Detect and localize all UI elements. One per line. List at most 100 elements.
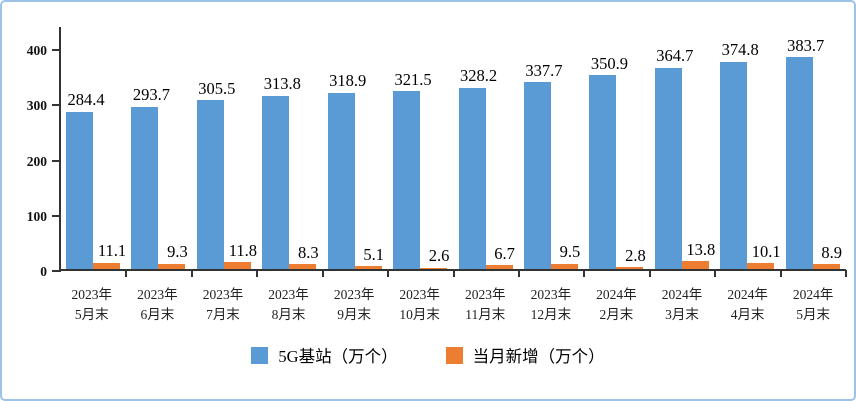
x-axis-tick [583,270,586,277]
bar-new [354,266,382,269]
bar-value-label: 9.3 [167,242,188,262]
bar-group: 374.8 10.1 [715,27,782,277]
y-axis-label: 100 [26,208,47,224]
bar-group: 305.5 11.8 [192,27,259,277]
bar-5g [393,91,421,269]
legend-swatch-5g [251,346,269,364]
bar-group: 318.9 5.1 [323,27,390,277]
bar-new [812,264,840,269]
x-axis-tick [256,270,259,277]
bar-group: 350.9 2.8 [584,27,651,277]
category-label: 2024年 2月末 [596,287,637,323]
y-axis-label: 200 [26,153,47,169]
bar-new [223,262,251,269]
bar-group: 293.7 9.3 [126,27,193,277]
bar-value-label: 2.8 [625,245,646,265]
bar-value-label: 5.1 [363,244,384,264]
bar-value-label: 337.7 [525,60,563,80]
category-label: 2023年 6月末 [137,287,178,323]
x-axis-tick [190,270,193,277]
bar-group: 313.8 8.3 [257,27,324,277]
x-axis-tick [648,270,651,277]
bar-value-label: 364.7 [656,46,694,66]
bar-value-label: 318.9 [329,71,367,91]
y-axis-tick [52,49,61,51]
bar-5g [654,67,682,269]
category-label: 2023年 11月末 [465,287,506,323]
bar-new [681,261,709,269]
x-axis-tick [452,270,455,277]
bar-value-label: 328.2 [459,66,498,86]
bar-value-label: 8.3 [297,242,319,262]
bar-new [485,265,513,269]
bar-value-label: 11.1 [97,241,127,261]
bar-value-label: 284.4 [67,90,105,110]
x-axis-tick [387,270,390,277]
category-label: 2023年 10月末 [399,287,440,323]
bar-new [550,263,578,269]
bar-new [420,267,448,269]
bar-value-label: 2.6 [428,246,450,266]
bar-value-label: 313.8 [263,74,301,94]
bar-new [616,267,644,269]
bar-group: 328.2 6.7 [454,27,520,277]
category-label: 2023年 9月末 [333,287,375,323]
bar-group: 337.7 9.5 [519,27,586,277]
bar-value-label: 350.9 [590,53,628,73]
bar-group: 364.7 13.8 [650,27,717,277]
bar-5g [720,61,748,269]
category-label: 2023年 8月末 [268,287,309,323]
y-axis-tick [52,159,61,162]
x-axis-tick [517,270,520,277]
bar-value-label: 10.1 [751,241,781,261]
bar-value-label: 8.9 [821,242,842,262]
bar-5g [262,95,290,269]
category-label: 2023年 5月末 [71,287,113,323]
x-axis-tick [714,270,717,277]
bar-group: 383.7 8.9 [781,27,848,277]
x-axis-tick [125,270,128,277]
category-label: 2023年 7月末 [202,287,244,323]
bar-5g [589,75,617,269]
legend-swatch-new [445,346,463,364]
category-label: 2023年 12月末 [530,287,572,323]
bar-new [93,262,120,269]
x-axis-tick [845,270,848,277]
bar-5g [131,106,159,269]
plot-area: 284.4 11.1 293.7 9.3 305.5 11.8 313.8 8.3 318.9 5… [27,27,848,278]
legend-label-new: 当月新增（万个） [472,347,605,366]
bar-5g [458,87,486,269]
bar-value-label: 383.7 [787,35,825,55]
bar-group: 284.4 11.1 [61,27,128,277]
y-axis-label: 0 [40,264,47,279]
bar-value-label: 305.5 [198,78,236,98]
bar-value-label: 13.8 [686,239,716,259]
category-label: 2024年 5月末 [792,287,834,323]
legend-item-5g: 5G基站（万个） [251,343,398,367]
x-axis-tick [321,270,324,277]
bar-5g [66,111,93,269]
bar-value-label: 9.5 [559,242,581,262]
legend: 5G基站（万个） 当月新增（万个） [2,343,854,367]
bar-value-label: 6.7 [494,243,515,263]
bar-5g [196,100,224,269]
bar-value-label: 374.8 [721,40,759,60]
bar-5g [523,82,551,269]
category-label: 2024年 4月末 [727,287,768,323]
bar-new [289,264,317,269]
bar-value-label: 293.7 [132,85,170,105]
bar-5g [327,92,355,269]
y-axis-tick [52,214,61,217]
bar-new [158,263,186,269]
category-label: 2024年 3月末 [661,287,703,323]
bar-groups: 284.4 11.1 293.7 9.3 305.5 11.8 313.8 8.3 318.9 5… [61,27,848,277]
legend-item-new: 当月新增（万个） [445,343,605,367]
bar-5g [785,57,813,269]
bar-value-label: 321.5 [394,69,432,89]
y-axis-tick [52,270,61,272]
y-axis-tick [52,104,61,107]
y-axis-label: 300 [26,98,47,114]
y-axis-label: 400 [26,43,47,58]
legend-label-5g: 5G基站（万个） [278,347,398,366]
